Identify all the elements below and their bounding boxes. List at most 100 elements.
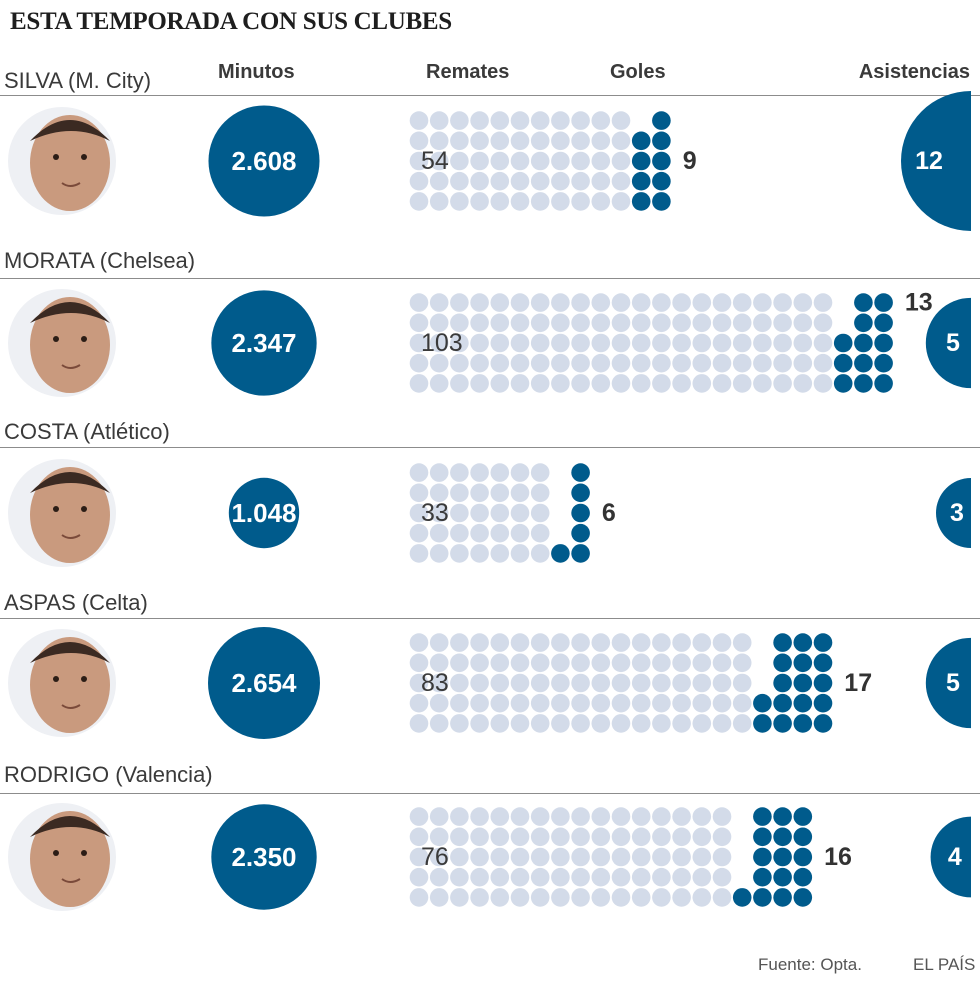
minutos-bubble xyxy=(208,627,320,739)
remate-dot xyxy=(813,374,833,393)
remate-dot xyxy=(450,293,469,312)
remate-dot xyxy=(429,633,449,652)
remate-dot xyxy=(631,353,651,373)
remate-dot xyxy=(692,827,712,847)
remate-dot xyxy=(470,313,489,333)
remate-dot xyxy=(551,293,570,312)
remate-dot xyxy=(611,847,631,867)
remate-dot xyxy=(551,827,570,847)
remate-dot xyxy=(732,293,752,312)
remate-dot xyxy=(591,131,611,151)
remates-label: 76 xyxy=(421,843,449,871)
remate-dot xyxy=(530,714,550,733)
remate-dot xyxy=(470,171,489,191)
gol-dot xyxy=(773,807,792,826)
remate-dot xyxy=(773,374,792,393)
remate-dot xyxy=(490,714,510,733)
gol-dot xyxy=(571,523,590,543)
remate-dot xyxy=(571,673,590,693)
goles-label: 16 xyxy=(824,843,852,871)
remate-dot xyxy=(591,888,611,907)
remate-dot xyxy=(611,673,631,693)
remate-dot xyxy=(510,888,530,907)
player-hair xyxy=(30,816,110,837)
remate-dot xyxy=(591,693,611,713)
remate-dot xyxy=(450,374,469,393)
remate-dot xyxy=(510,523,530,543)
remate-dot xyxy=(450,867,469,887)
remate-dot xyxy=(429,544,449,563)
remate-dot xyxy=(652,633,671,652)
remate-dot xyxy=(530,673,550,693)
remate-dot xyxy=(530,807,550,826)
gol-dot xyxy=(631,131,651,151)
gol-dot xyxy=(773,673,792,693)
remate-dot xyxy=(591,293,611,312)
remate-dot xyxy=(510,827,530,847)
goles-label: 13 xyxy=(905,289,933,317)
remate-dot xyxy=(591,313,611,333)
remate-dot xyxy=(470,714,489,733)
remate-dot xyxy=(530,313,550,333)
remate-dot xyxy=(551,151,570,171)
remate-dot xyxy=(490,503,510,523)
remate-dot xyxy=(510,867,530,887)
remate-dot xyxy=(470,374,489,393)
remate-dot xyxy=(429,111,449,130)
remate-dot xyxy=(490,463,510,482)
remate-dot xyxy=(732,673,752,693)
remate-dot xyxy=(692,867,712,887)
remate-dot xyxy=(409,847,429,867)
remate-dot xyxy=(450,673,469,693)
gol-dot xyxy=(874,353,893,373)
row-divider xyxy=(0,447,980,448)
remate-dot xyxy=(692,633,712,652)
remate-dot xyxy=(712,888,732,907)
remate-dot xyxy=(429,353,449,373)
gol-dot xyxy=(753,693,772,713)
player-mouth xyxy=(61,878,81,883)
remate-dot xyxy=(732,714,752,733)
player-hair xyxy=(30,120,110,141)
remate-dot xyxy=(409,483,429,503)
remate-dot xyxy=(510,151,530,171)
goles-label: 17 xyxy=(844,669,872,697)
remate-dot xyxy=(470,483,489,503)
remate-dot xyxy=(510,693,530,713)
remate-dot xyxy=(631,333,651,353)
remate-dot xyxy=(753,333,772,353)
player-hair xyxy=(30,472,110,493)
remate-dot xyxy=(712,333,732,353)
remate-dot xyxy=(429,653,449,673)
remate-dot xyxy=(470,151,489,171)
remate-dot xyxy=(450,131,469,151)
asistencias-shape xyxy=(925,637,971,729)
remate-dot xyxy=(732,374,752,393)
remate-dot xyxy=(571,693,590,713)
remate-dot xyxy=(530,131,550,151)
gol-dot xyxy=(753,888,772,907)
remate-dot xyxy=(490,523,510,543)
remate-dot xyxy=(551,693,570,713)
gol-dot xyxy=(854,353,873,373)
asistencias-shape xyxy=(925,297,971,389)
remate-dot xyxy=(429,463,449,482)
remate-dot xyxy=(510,111,530,130)
remate-dot xyxy=(753,313,772,333)
remate-dot xyxy=(510,353,530,373)
asistencias-bubble xyxy=(930,816,971,898)
remate-dot xyxy=(530,693,550,713)
remate-dot xyxy=(611,867,631,887)
player-photo xyxy=(8,803,116,911)
remate-dot xyxy=(450,503,469,523)
gol-dot xyxy=(571,503,590,523)
remate-dot xyxy=(409,888,429,907)
remate-dot xyxy=(712,633,732,652)
gol-dot xyxy=(874,333,893,353)
remate-dot xyxy=(611,353,631,373)
remate-dot xyxy=(490,131,510,151)
remate-dot xyxy=(490,374,510,393)
remate-dot xyxy=(753,374,772,393)
remate-dot xyxy=(551,353,570,373)
remate-dot xyxy=(490,111,510,130)
